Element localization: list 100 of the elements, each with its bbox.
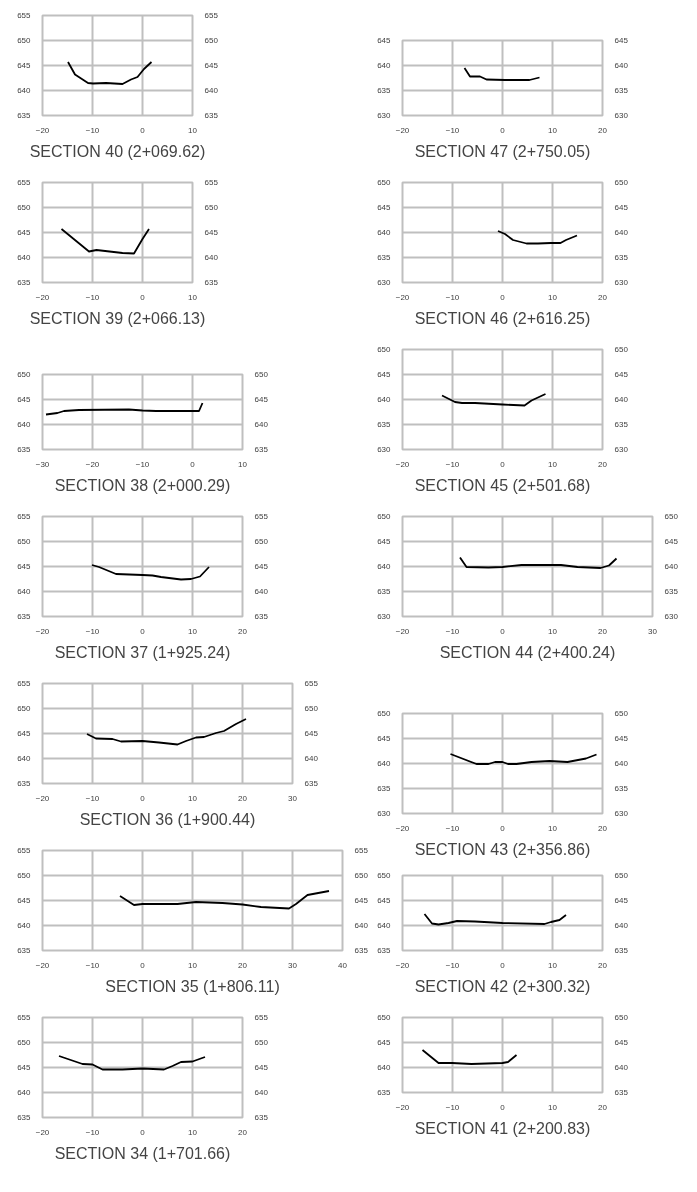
x-tick-label: 20 [598, 823, 608, 833]
y-tick-label: 635 [17, 111, 32, 120]
x-tick-label: 0 [140, 125, 146, 135]
y-tick-label: 640 [377, 759, 392, 768]
x-tick-label: 10 [548, 125, 558, 135]
text: SECTION 38 (2+000.29) [54, 476, 231, 494]
line-series [58, 1055, 206, 1071]
x-tick-label: 20 [598, 960, 608, 970]
line-series [423, 913, 567, 926]
x-tick-label: −10 [85, 125, 100, 135]
x-tick-label: 0 [500, 1102, 506, 1112]
y2-tick-label: 635 [664, 587, 679, 596]
x-tick-label: −10 [85, 1127, 100, 1137]
x-tick-label: −10 [445, 823, 460, 833]
y2-tick-label: 640 [254, 587, 269, 596]
y-tick-label: 645 [17, 228, 32, 237]
y-tick-label: 650 [377, 709, 392, 718]
y2-tick-label: 640 [614, 228, 629, 237]
y2-tick-label: 650 [354, 871, 369, 880]
x-tick-label: −20 [395, 1102, 410, 1112]
text: SECTION 47 (2+750.05) [414, 142, 591, 160]
y-tick-label: 655 [17, 512, 32, 521]
line-series [91, 564, 210, 581]
y-tick-label: 630 [377, 111, 392, 120]
x-tick-label: 20 [598, 125, 608, 135]
y-tick-label: 645 [17, 896, 32, 905]
x-tick-label: 0 [500, 292, 506, 302]
y-tick-label: 650 [17, 370, 32, 379]
line-series [459, 556, 618, 569]
x-tick-label: 20 [598, 1102, 608, 1112]
text: SECTION 34 (1+701.66) [54, 1144, 231, 1162]
x-tick-label: 0 [500, 459, 506, 469]
y-tick-label: 640 [377, 1063, 392, 1072]
text: SECTION 37 (1+925.24) [54, 643, 231, 661]
x-tick-label: −20 [35, 1127, 50, 1137]
y-tick-label: 655 [17, 178, 32, 187]
text: SECTION 39 (2+066.13) [29, 309, 206, 327]
text: SECTION 41 (2+200.83) [414, 1119, 591, 1137]
y-tick-label: 645 [377, 1038, 392, 1047]
y2-tick-label: 635 [614, 784, 629, 793]
y-tick-label: 635 [377, 86, 392, 95]
y2-tick-label: 655 [204, 11, 219, 20]
y2-tick-label: 645 [204, 61, 219, 70]
y-tick-label: 645 [17, 61, 32, 70]
y-tick-label: 650 [377, 1013, 392, 1022]
y2-tick-label: 650 [614, 345, 629, 354]
y2-tick-label: 640 [254, 420, 269, 429]
x-tick-label: −20 [35, 125, 50, 135]
y-tick-label: 645 [17, 1063, 32, 1072]
y-tick-label: 655 [17, 11, 32, 20]
y2-tick-label: 635 [354, 946, 369, 955]
x-tick-label: −20 [395, 292, 410, 302]
y2-tick-label: 640 [664, 562, 679, 571]
x-tick-label: −20 [35, 960, 50, 970]
x-tick-label: 40 [338, 960, 348, 970]
x-tick-label: −20 [35, 292, 50, 302]
y-tick-label: 645 [377, 896, 392, 905]
x-tick-label: −20 [35, 793, 50, 803]
y2-tick-label: 645 [254, 1063, 269, 1072]
y2-tick-label: 650 [614, 871, 629, 880]
y-tick-label: 635 [377, 946, 392, 955]
y2-tick-label: 645 [614, 370, 629, 379]
y2-tick-label: 645 [354, 896, 369, 905]
y2-tick-label: 650 [204, 36, 219, 45]
x-tick-label: 20 [598, 626, 608, 636]
y-tick-label: 640 [17, 1088, 32, 1097]
y2-tick-label: 640 [614, 61, 629, 70]
y-tick-label: 635 [377, 420, 392, 429]
x-tick-label: 10 [188, 1127, 198, 1137]
x-tick-label: 10 [548, 626, 558, 636]
y2-tick-label: 655 [254, 512, 269, 521]
y-tick-label: 650 [17, 871, 32, 880]
y2-tick-label: 650 [614, 709, 629, 718]
line-series [67, 61, 153, 85]
x-tick-label: −30 [35, 459, 50, 469]
line-series [60, 228, 150, 255]
x-tick-label: 20 [238, 626, 248, 636]
y2-tick-label: 650 [204, 203, 219, 212]
y2-tick-label: 640 [254, 1088, 269, 1097]
x-tick-label: 10 [188, 292, 198, 302]
x-tick-label: 0 [140, 960, 146, 970]
y2-tick-label: 640 [354, 921, 369, 930]
y-tick-label: 645 [377, 36, 392, 45]
y2-tick-label: 640 [204, 253, 219, 262]
y2-tick-label: 655 [354, 846, 369, 855]
y2-tick-label: 645 [614, 896, 629, 905]
y2-tick-label: 645 [304, 729, 319, 738]
y-tick-label: 650 [17, 1038, 32, 1047]
y-tick-label: 630 [377, 278, 392, 287]
x-tick-label: 10 [548, 292, 558, 302]
x-tick-label: −10 [85, 626, 100, 636]
x-tick-label: 10 [238, 459, 248, 469]
x-tick-label: 0 [500, 960, 506, 970]
y-tick-label: 650 [17, 36, 32, 45]
x-tick-label: −10 [85, 793, 100, 803]
x-tick-label: −10 [445, 292, 460, 302]
y-tick-label: 645 [377, 734, 392, 743]
y2-tick-label: 640 [614, 395, 629, 404]
y2-tick-label: 645 [204, 228, 219, 237]
y-tick-label: 650 [377, 871, 392, 880]
